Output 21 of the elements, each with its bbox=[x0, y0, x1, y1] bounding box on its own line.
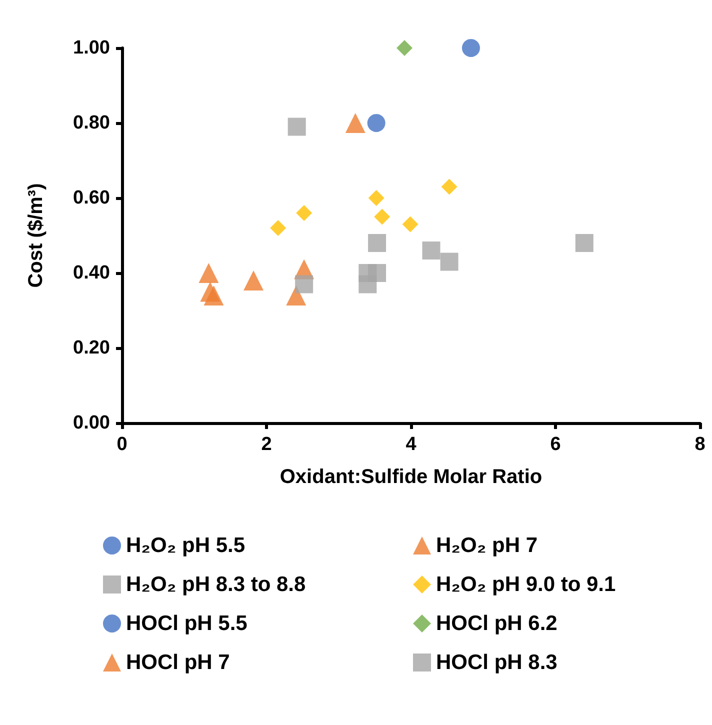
y-tick-label: 0.40 bbox=[73, 262, 110, 284]
y-tick-label: 1.00 bbox=[73, 38, 110, 58]
legend-label: HOCl pH 7 bbox=[126, 651, 230, 674]
legend-label: H₂O₂ pH 5.5 bbox=[126, 534, 246, 557]
y-tick-label: 0.80 bbox=[73, 112, 110, 134]
legend-label: HOCl pH 6.2 bbox=[436, 612, 558, 635]
legend-label: H₂O₂ pH 8.3 to 8.8 bbox=[126, 573, 306, 596]
y-axis-title: Cost ($/m³) bbox=[25, 183, 47, 288]
x-tick-label: 2 bbox=[261, 434, 272, 455]
x-axis-title: Oxidant:Sulfide Molar Ratio bbox=[280, 466, 542, 488]
y-tick-label: 0.20 bbox=[73, 338, 110, 358]
x-tick-label: 8 bbox=[694, 434, 706, 455]
y-tick-label: 0.60 bbox=[73, 188, 110, 208]
legend-label: HOCl pH 5.5 bbox=[126, 612, 248, 635]
legend-label: H₂O₂ pH 9.0 to 9.1 bbox=[436, 573, 616, 596]
x-tick-label: 4 bbox=[406, 434, 417, 455]
legend-label: HOCl pH 8.3 bbox=[436, 651, 558, 674]
x-tick-label: 6 bbox=[550, 434, 561, 455]
x-tick-label: 0 bbox=[116, 434, 128, 455]
legend-label: H₂O₂ pH 7 bbox=[436, 534, 538, 557]
y-tick-label: 0.00 bbox=[73, 412, 110, 434]
